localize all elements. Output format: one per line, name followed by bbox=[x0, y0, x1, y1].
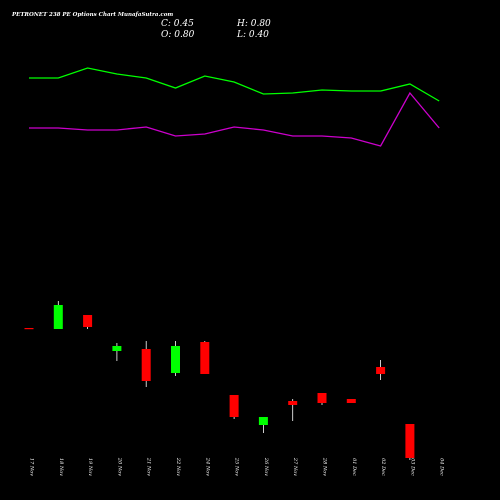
x-tick-label: 21 Nov bbox=[146, 457, 152, 476]
candle-body-up bbox=[112, 346, 122, 351]
x-axis-ticks: 17 Nov 18 Nov 19 Nov 20 Nov 21 Nov 22 Nov 24 N… bbox=[29, 457, 445, 476]
candle bbox=[171, 341, 180, 376]
candle-body-up bbox=[258, 417, 268, 425]
x-tick-label: 18 Nov bbox=[58, 458, 64, 476]
candle-body-down bbox=[24, 328, 34, 330]
indicator-line-1 bbox=[29, 67, 440, 102]
candle bbox=[317, 393, 327, 405]
candle-body-down bbox=[317, 393, 327, 403]
indicator-line-2 bbox=[29, 91, 440, 147]
open-readout: O: 0.80 bbox=[161, 30, 195, 40]
candle-body-up bbox=[53, 305, 63, 329]
candles bbox=[24, 301, 415, 460]
candle-body-down bbox=[229, 395, 239, 417]
candle bbox=[405, 424, 415, 460]
candle bbox=[288, 399, 298, 421]
low-readout: L: 0.40 bbox=[236, 30, 269, 40]
candle bbox=[229, 395, 239, 419]
candle-body-down bbox=[288, 401, 298, 405]
candle bbox=[200, 341, 210, 374]
chart-title: PETRONET 238 PE Options Chart MunafaSutr… bbox=[11, 12, 173, 18]
candle-body-down bbox=[405, 424, 415, 458]
candle bbox=[376, 360, 386, 380]
candle bbox=[346, 399, 356, 403]
x-tick-label: 20 Nov bbox=[116, 457, 122, 476]
x-tick-label: 27 Nov bbox=[292, 457, 298, 476]
candle-body-down bbox=[83, 315, 93, 327]
x-tick-label: 01 Dec bbox=[351, 458, 357, 476]
candle bbox=[24, 328, 34, 330]
close-readout: C: 0.45 bbox=[161, 19, 194, 29]
x-tick-label: 26 Nov bbox=[263, 457, 269, 476]
x-tick-label: 19 Nov bbox=[87, 458, 93, 476]
candle-body-down bbox=[200, 342, 210, 374]
x-tick-label: 22 Nov bbox=[175, 457, 181, 476]
high-readout: H: 0.80 bbox=[236, 19, 271, 29]
candle-body-down bbox=[346, 399, 356, 403]
x-tick-label: 25 Nov bbox=[234, 457, 240, 476]
x-tick-label: 17 Nov bbox=[29, 458, 35, 476]
candle-body-down bbox=[141, 349, 151, 381]
x-tick-label: 04 Dec bbox=[439, 458, 445, 476]
candle bbox=[258, 417, 268, 433]
candle-body-up bbox=[171, 346, 180, 373]
x-tick-label: 28 Nov bbox=[322, 457, 328, 476]
candle bbox=[112, 343, 122, 361]
candle bbox=[83, 315, 93, 329]
x-tick-label: 24 Nov bbox=[204, 457, 210, 476]
x-tick-label: 03 Dec bbox=[409, 458, 415, 476]
candle bbox=[141, 341, 151, 387]
indicator-lines bbox=[29, 67, 440, 147]
candle bbox=[53, 301, 63, 329]
x-tick-label: 02 Dec bbox=[380, 458, 386, 476]
candle-body-down bbox=[376, 367, 386, 374]
